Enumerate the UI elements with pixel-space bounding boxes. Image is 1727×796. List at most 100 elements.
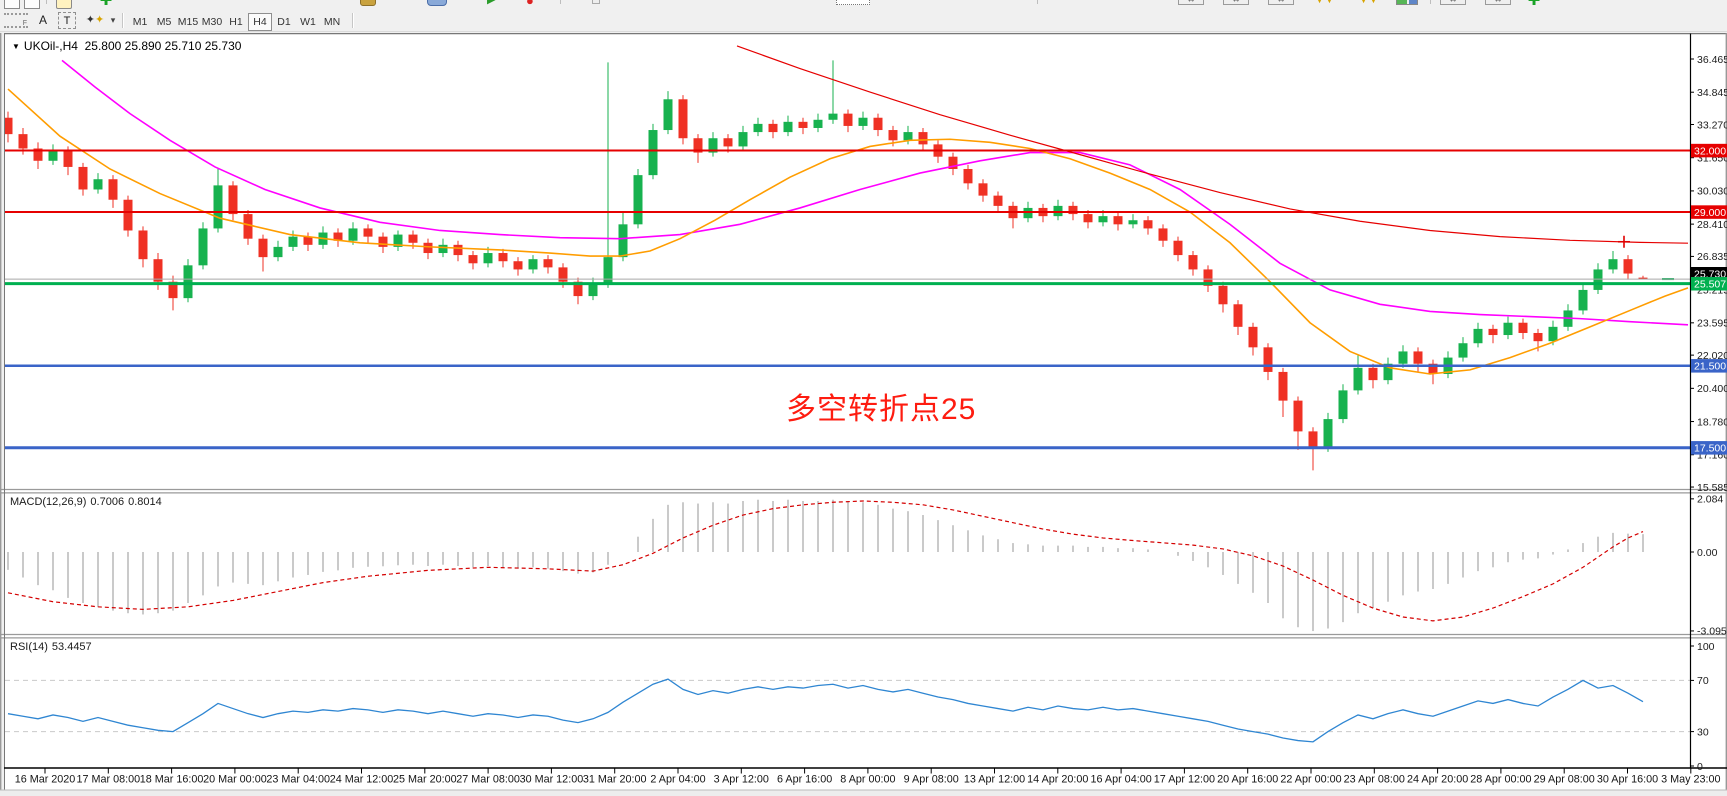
price-tick-label: 28.410 xyxy=(1697,219,1727,231)
rsi-tick-label: 70 xyxy=(1697,675,1709,687)
window2-icon[interactable] xyxy=(24,0,40,9)
date-label: 13 Apr 12:00 xyxy=(964,774,1025,786)
rsi-name: RSI(14) xyxy=(10,641,48,653)
label-tool-button[interactable]: T xyxy=(58,12,76,29)
chevron-down-icon[interactable]: ▾ xyxy=(110,15,116,25)
price-level-label: 29.000 xyxy=(1694,207,1726,219)
new-chart-icon[interactable]: ✚ xyxy=(99,0,113,9)
date-label: 22 Apr 00:00 xyxy=(1280,774,1341,786)
arrow-pair-icon[interactable]: ↔ xyxy=(1268,0,1294,5)
date-label: 17 Apr 12:00 xyxy=(1154,774,1215,786)
tile-windows-icon[interactable] xyxy=(1396,0,1418,5)
rsi-axis[interactable]: 100 70 30 0 xyxy=(1690,641,1715,773)
date-label: 31 Mar 20:00 xyxy=(583,774,647,786)
chart-canvas[interactable]: 36.46534.84533.27031.65030.03028.41026.8… xyxy=(0,33,1727,796)
palette-icon[interactable] xyxy=(360,0,376,6)
arrow-pair-icon[interactable]: ↔ xyxy=(1178,0,1204,5)
price-tick-label: 33.270 xyxy=(1697,119,1727,131)
date-label: 28 Apr 00:00 xyxy=(1470,774,1531,786)
moving-averages-layer xyxy=(7,45,1689,375)
chart-ohlc-values: 25.800 25.890 25.710 25.730 xyxy=(84,39,242,53)
handle-icon[interactable] xyxy=(592,0,600,4)
symbol-dropdown-icon[interactable]: ▼ xyxy=(12,42,20,51)
macd-tick-label: -3.0957 xyxy=(1697,626,1727,638)
rsi-tick-label: 30 xyxy=(1697,726,1709,738)
date-label: 17 Mar 08:00 xyxy=(76,774,140,786)
chart-symbol-label: UKOil-,H4 xyxy=(23,39,78,53)
timeframe-button-m15[interactable]: M15 xyxy=(177,16,199,28)
date-label: 27 Mar 08:00 xyxy=(456,774,520,786)
price-axis[interactable]: 36.46534.84533.27031.65030.03028.41026.8… xyxy=(1690,54,1727,494)
date-label: 24 Mar 12:00 xyxy=(330,774,394,786)
chart-annotation[interactable]: 多空转折点25 xyxy=(786,393,977,426)
date-label: 30 Mar 12:00 xyxy=(520,774,584,786)
print-icon[interactable] xyxy=(427,0,447,6)
record-icon[interactable]: ● xyxy=(526,0,534,8)
timeframe-button-m30[interactable]: M30 xyxy=(201,16,223,28)
price-tick-label: 23.595 xyxy=(1697,318,1727,330)
arrow-pair-icon[interactable]: ↔ xyxy=(1223,0,1249,5)
date-label: 6 Apr 16:00 xyxy=(777,774,832,786)
arrow-pair-icon[interactable]: ↔ xyxy=(1485,0,1511,5)
separator xyxy=(1430,0,1431,4)
date-label: 16 Mar 2020 xyxy=(15,774,76,786)
caret-pair-icon[interactable]: ▼▼ xyxy=(1315,0,1335,5)
price-tick-label: 22.020 xyxy=(1697,350,1727,362)
rsi-tick-label: 0 xyxy=(1697,761,1703,773)
date-label: 30 Apr 16:00 xyxy=(1597,774,1658,786)
candles-layer[interactable] xyxy=(4,60,1648,471)
window-icon[interactable] xyxy=(4,0,20,9)
rsi-layer xyxy=(5,678,1690,743)
separator xyxy=(46,0,47,4)
date-label: 16 Apr 04:00 xyxy=(1090,774,1151,786)
price-tick-label: 15.585 xyxy=(1697,482,1727,494)
selection-icon[interactable] xyxy=(836,0,870,5)
date-label: 9 Apr 08:00 xyxy=(904,774,959,786)
macd-indicator-label: MACD(12,26,9) 0.7006 0.8014 xyxy=(10,496,166,508)
date-label: 8 Apr 00:00 xyxy=(840,774,895,786)
caret-pair-icon[interactable]: ▼▼ xyxy=(1359,0,1379,5)
date-label: 29 Apr 08:00 xyxy=(1534,774,1595,786)
macd-value-main: 0.7006 xyxy=(90,496,125,508)
timeframe-button-h4[interactable]: H4 xyxy=(248,13,272,31)
grip-label: F xyxy=(22,20,27,27)
date-label: 14 Apr 20:00 xyxy=(1027,774,1088,786)
timeframe-button-m5[interactable]: M5 xyxy=(156,16,172,28)
rsi-indicator-label: RSI(14) 53.4457 xyxy=(10,641,96,653)
price-tick-label: 26.835 xyxy=(1697,251,1727,263)
timeframe-toolbar: M1 M5 M15 M30 H1 H4 D1 W1 MN xyxy=(128,12,344,31)
main-toolbar: F A T ✦✦ ▾ M1 M5 M15 M30 H1 H4 D1 W1 MN xyxy=(0,10,1727,32)
date-label: 3 May 23:00 xyxy=(1661,774,1720,786)
text-tool-button[interactable]: A xyxy=(38,13,47,27)
timeframe-button-mn[interactable]: MN xyxy=(323,16,341,28)
sparkle-gold-icon: ✦ xyxy=(95,14,105,26)
arrow-pair-icon[interactable]: ↔ xyxy=(1440,0,1466,5)
macd-tick-label: 0.00 xyxy=(1697,547,1718,559)
macd-tick-label: 2.084 xyxy=(1697,494,1723,506)
cursor-tool-button[interactable]: ✦✦ xyxy=(84,11,106,30)
date-label: 24 Apr 20:00 xyxy=(1407,774,1468,786)
timeframe-button-d1[interactable]: D1 xyxy=(277,16,291,28)
price-tick-label: 36.465 xyxy=(1697,54,1727,66)
price-level-label: 32.000 xyxy=(1694,145,1726,157)
timeframe-button-h1[interactable]: H1 xyxy=(229,16,243,28)
zoom-icon[interactable] xyxy=(56,0,72,9)
macd-name: MACD(12,26,9) xyxy=(10,496,87,508)
date-label: 2 Apr 04:00 xyxy=(650,774,705,786)
price-tick-label: 20.400 xyxy=(1697,383,1727,395)
level-lines[interactable] xyxy=(5,149,1690,450)
macd-axis[interactable]: 2.084 0.00 -3.0957 xyxy=(1690,494,1727,638)
date-label: 23 Mar 04:00 xyxy=(266,774,330,786)
add-icon[interactable]: ✚ xyxy=(1527,0,1541,9)
timeframe-button-m1[interactable]: M1 xyxy=(132,16,148,28)
date-axis[interactable]: 16 Mar 2020 17 Mar 08:00 18 Mar 16:00 20 Ma… xyxy=(15,768,1721,786)
toolbar-grip-icon[interactable]: F xyxy=(4,13,28,28)
date-label: 20 Apr 16:00 xyxy=(1217,774,1278,786)
timeframe-button-w1[interactable]: W1 xyxy=(300,16,316,28)
price-level-label: 21.500 xyxy=(1694,361,1726,373)
toolbar-separator xyxy=(352,13,354,28)
rsi-tick-label: 100 xyxy=(1697,641,1715,653)
play-icon[interactable]: ▶ xyxy=(487,0,496,6)
separator xyxy=(1037,0,1038,4)
